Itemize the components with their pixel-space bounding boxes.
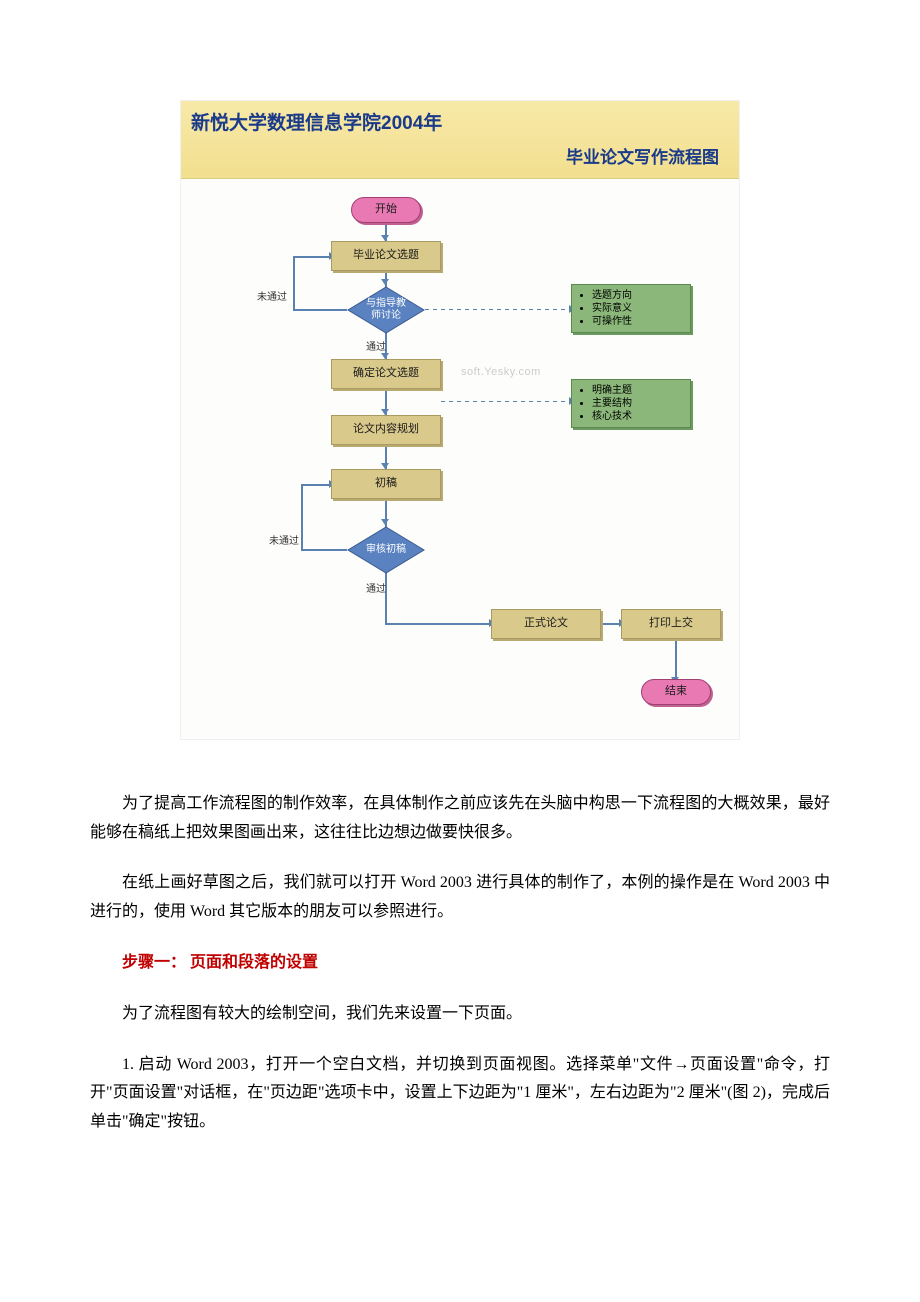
note-1-item: 选题方向 <box>592 289 684 302</box>
note-2-item: 主要结构 <box>592 397 684 410</box>
node-end-label: 结束 <box>665 685 687 698</box>
node-review-label: 审核初稿 <box>360 544 412 556</box>
node-draft: 初稿 <box>331 469 441 499</box>
node-end: 结束 <box>641 679 711 705</box>
flowchart-header: 新悦大学数理信息学院2004年 毕业论文写作流程图 <box>181 101 739 179</box>
node-final-label: 正式论文 <box>524 617 568 630</box>
node-review: 审核初稿 <box>346 525 426 575</box>
flowchart-figure: 新悦大学数理信息学院2004年 毕业论文写作流程图 <box>180 100 740 740</box>
node-plan: 论文内容规划 <box>331 415 441 445</box>
node-discuss-label: 与指导教 师讨论 <box>360 298 412 322</box>
node-confirm: 确定论文选题 <box>331 359 441 389</box>
paragraph-1: 为了提高工作流程图的制作效率，在具体制作之前应该先在头脑中构思一下流程图的大概效… <box>90 790 830 848</box>
document-body: 为了提高工作流程图的制作效率，在具体制作之前应该先在头脑中构思一下流程图的大概效… <box>90 790 830 1137</box>
node-confirm-label: 确定论文选题 <box>353 367 419 380</box>
edge-fail1: 未通过 <box>257 289 287 307</box>
note-1: 选题方向 实际意义 可操作性 <box>571 284 691 333</box>
node-draft-label: 初稿 <box>375 477 397 490</box>
step-1-heading: 步骤一： 页面和段落的设置 <box>90 949 830 978</box>
watermark-text: soft.Yesky.com <box>461 363 541 383</box>
edge-fail2: 未通过 <box>269 533 299 551</box>
flowchart-title: 新悦大学数理信息学院2004年 <box>191 107 729 141</box>
flowchart-subtitle: 毕业论文写作流程图 <box>191 143 729 174</box>
note-1-item: 实际意义 <box>592 302 684 315</box>
note-1-item: 可操作性 <box>592 315 684 328</box>
paragraph-4: 1. 启动 Word 2003，打开一个空白文档，并切换到页面视图。选择菜单"文… <box>90 1051 830 1137</box>
edge-pass2: 通过 <box>366 581 386 599</box>
node-plan-label: 论文内容规划 <box>353 423 419 436</box>
paragraph-2: 在纸上画好草图之后，我们就可以打开 Word 2003 进行具体的制作了，本例的… <box>90 869 830 927</box>
node-discuss: 与指导教 师讨论 <box>346 285 426 335</box>
node-select: 毕业论文选题 <box>331 241 441 271</box>
node-start-label: 开始 <box>375 203 397 216</box>
paragraph-3: 为了流程图有较大的绘制空间，我们先来设置一下页面。 <box>90 1000 830 1029</box>
edge-pass1: 通过 <box>366 339 386 357</box>
flowchart-canvas: 开始 毕业论文选题 与指导教 师讨论 确定论文选题 soft.Yesky.com… <box>181 179 739 739</box>
node-start: 开始 <box>351 197 421 223</box>
node-select-label: 毕业论文选题 <box>353 249 419 262</box>
node-final: 正式论文 <box>491 609 601 639</box>
note-2: 明确主题 主要结构 核心技术 <box>571 379 691 428</box>
note-2-item: 明确主题 <box>592 384 684 397</box>
note-2-item: 核心技术 <box>592 410 684 423</box>
node-print: 打印上交 <box>621 609 721 639</box>
node-print-label: 打印上交 <box>649 617 693 630</box>
